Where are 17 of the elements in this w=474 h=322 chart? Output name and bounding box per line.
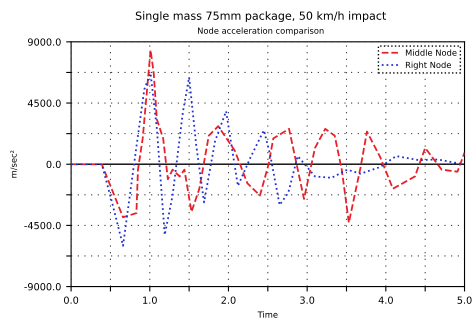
y-tick-label: 0.0: [46, 160, 61, 168]
x-tick-label: 1.0: [143, 296, 157, 304]
y-tick-label: 9000.0: [28, 38, 61, 46]
x-tick-label: 5.0: [458, 296, 472, 304]
x-tick-label: 2.0: [221, 296, 236, 304]
y-axis-title: m/sec²: [10, 150, 18, 178]
chart-subtitle: Node acceleration comparison: [198, 27, 324, 36]
y-tick-label: -9000.0: [24, 283, 61, 290]
y-tick-label: 4500.0: [28, 100, 61, 107]
legend-label: Right Node: [406, 62, 451, 70]
y-tick-label: -4500.0: [24, 222, 61, 230]
x-tick-label: 4.0: [378, 296, 393, 304]
x-axis-title: Time: [258, 311, 278, 318]
x-tick-label: 0.0: [64, 296, 78, 304]
legend-label: Middle Node: [406, 49, 457, 56]
chart-title: Single mass 75mm package, 50 km/h impact: [136, 11, 386, 22]
x-tick-label: 3.0: [300, 296, 314, 304]
